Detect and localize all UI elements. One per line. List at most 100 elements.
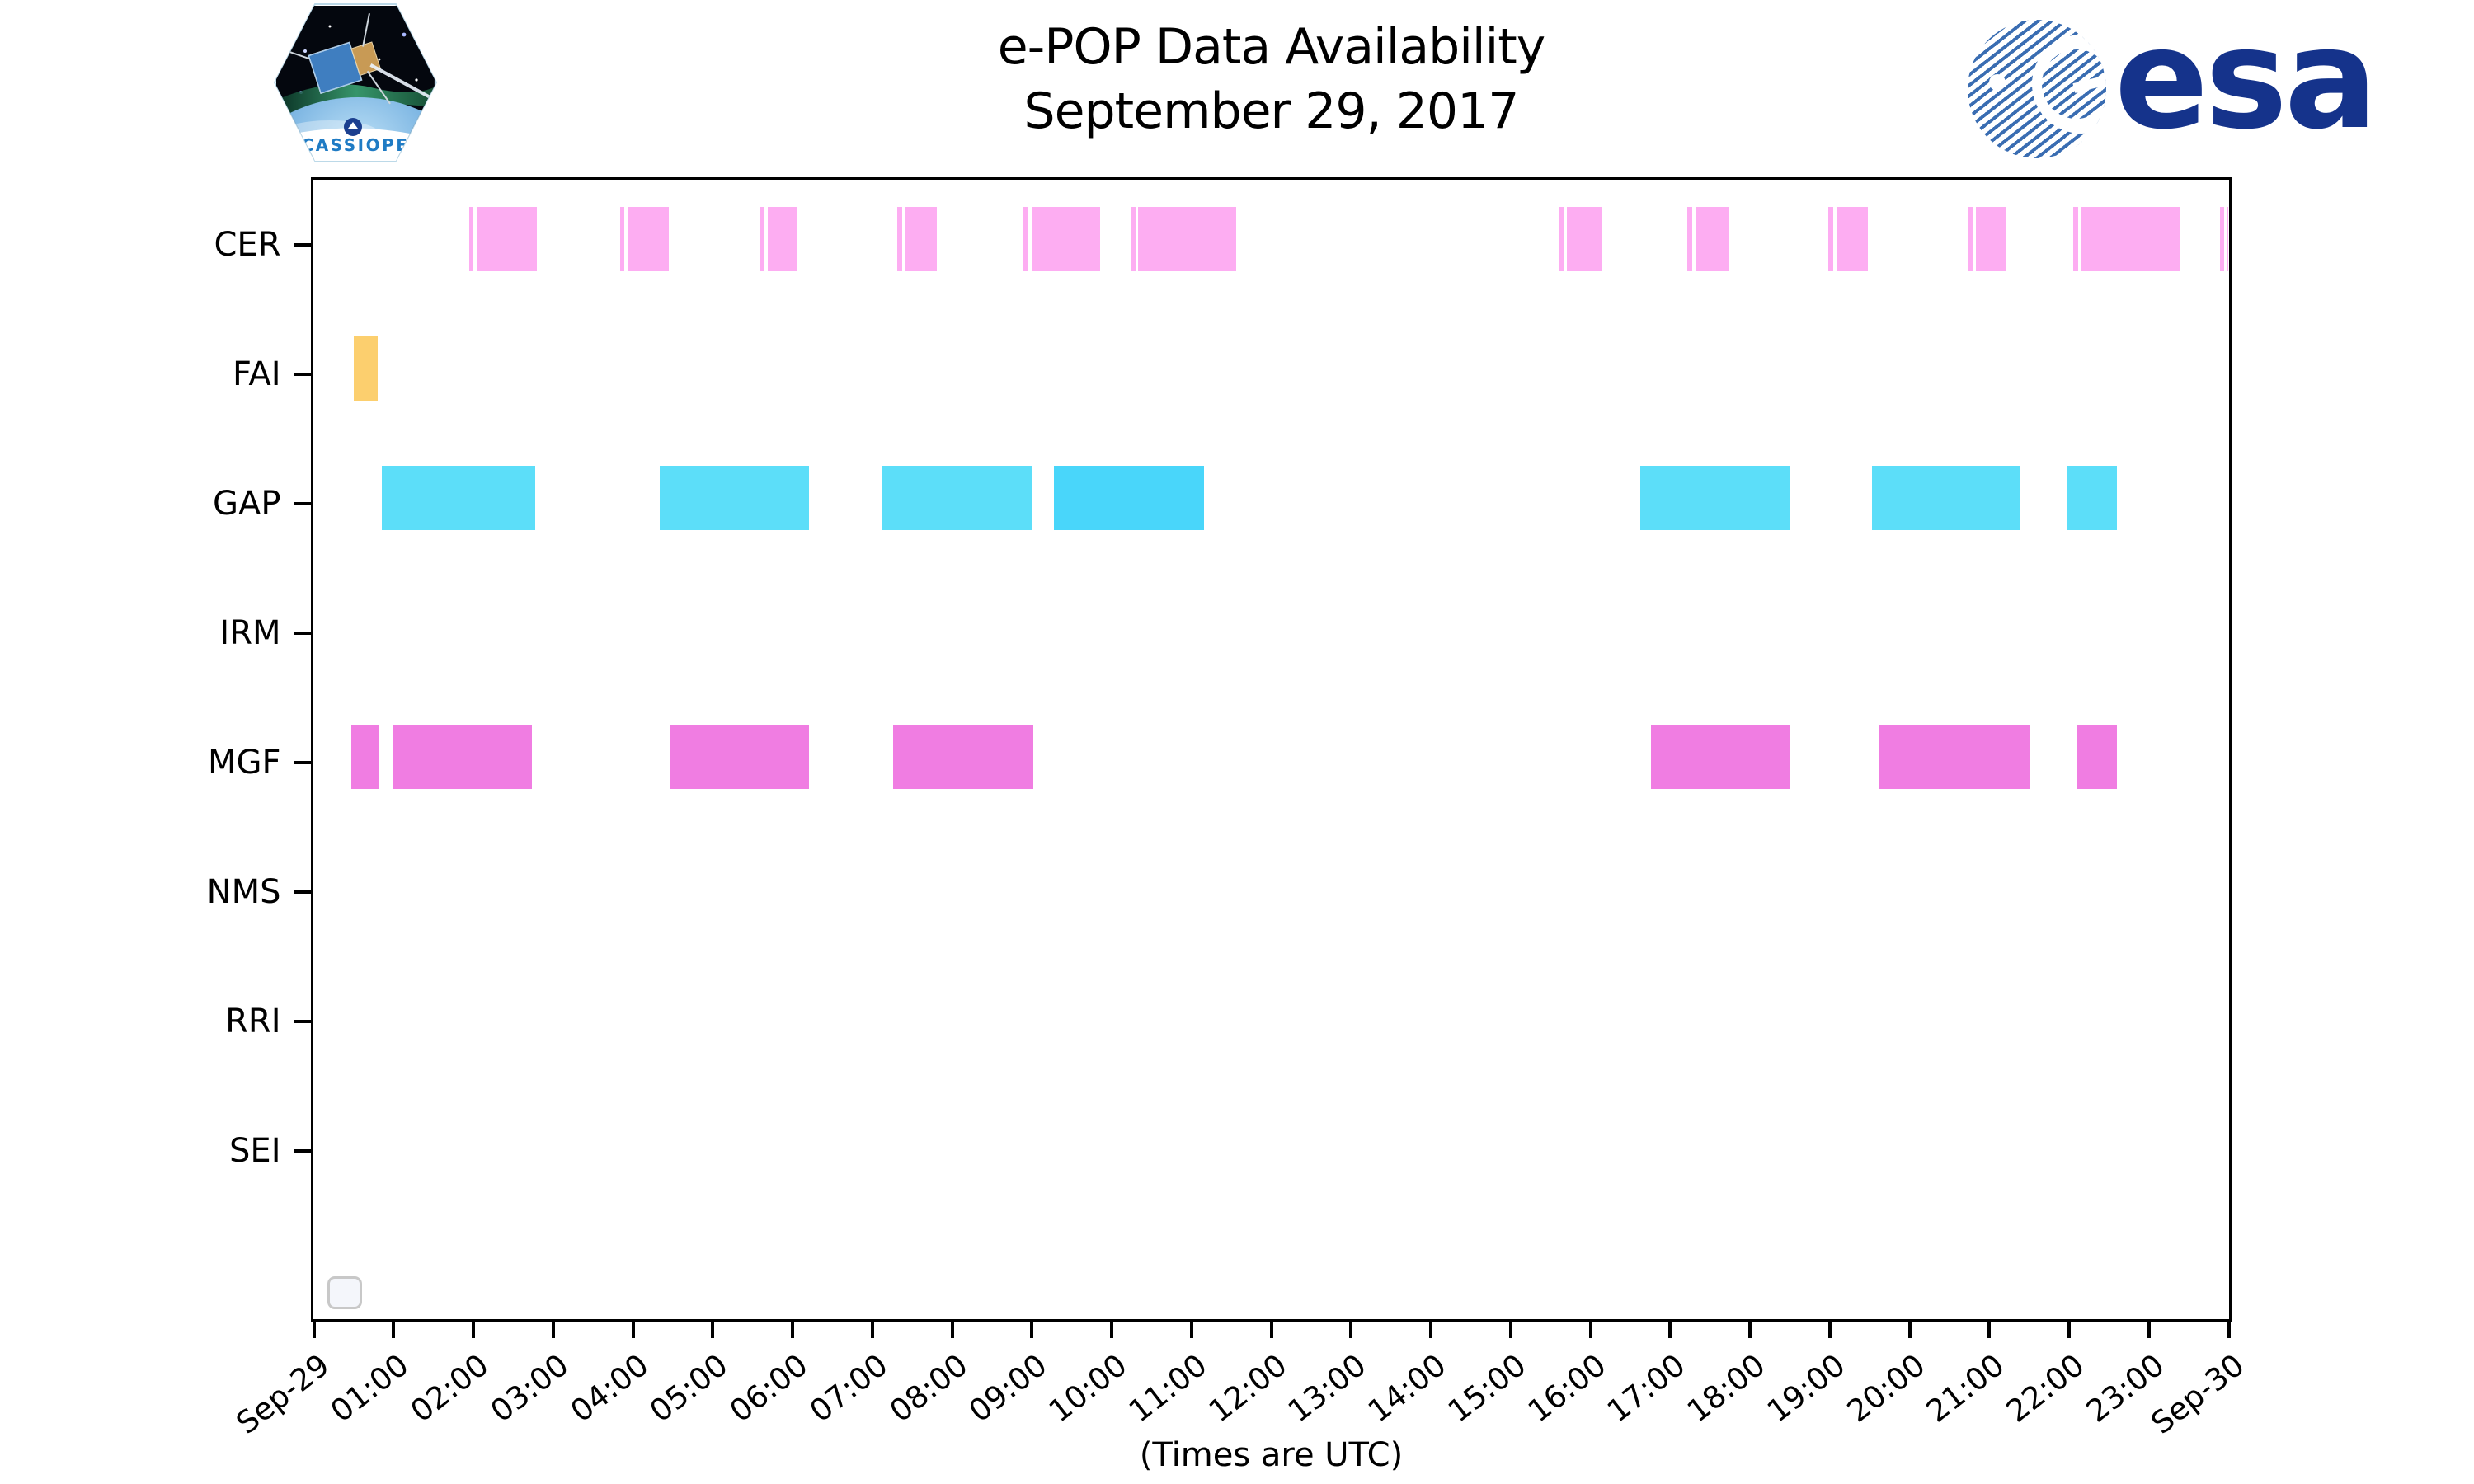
x-tick-19 <box>1827 1321 1832 1338</box>
x-tick-6 <box>791 1321 794 1338</box>
x-tick-17 <box>1668 1321 1672 1338</box>
x-tick-label-10: 10:00 <box>1042 1347 1134 1430</box>
y-tick-irm <box>294 632 311 635</box>
x-tick-0 <box>312 1321 316 1338</box>
x-tick-label-6: 06:00 <box>722 1347 815 1430</box>
y-tick-label-irm: IRM <box>219 614 281 652</box>
x-tick-11 <box>1189 1321 1193 1338</box>
bar-cer-11 <box>1138 206 1237 271</box>
bar-cer-15 <box>1695 206 1730 271</box>
bar-mgf-1 <box>392 724 533 789</box>
y-tick-label-mgf: MGF <box>207 744 281 782</box>
y-tick-label-rri: RRI <box>225 1003 281 1040</box>
bar-mgf-5 <box>1879 724 2031 789</box>
x-tick-label-2: 02:00 <box>403 1347 496 1430</box>
x-tick-8 <box>950 1321 954 1338</box>
x-tick-label-9: 09:00 <box>962 1347 1054 1430</box>
x-tick-label-14: 14:00 <box>1361 1347 1453 1430</box>
bar-cer-0 <box>468 206 474 271</box>
empty-legend-box <box>327 1276 362 1309</box>
esa-globe-dot <box>1989 74 2006 91</box>
bar-cer-22 <box>2220 206 2225 271</box>
bar-cer-16 <box>1828 206 1834 271</box>
x-tick-label-1: 01:00 <box>324 1347 416 1430</box>
bar-cer-12 <box>1559 206 1564 271</box>
y-tick-label-sei: SEI <box>229 1132 281 1170</box>
bar-gap-1 <box>659 465 809 530</box>
x-tick-9 <box>1030 1321 1034 1338</box>
bar-cer-18 <box>1968 206 1973 271</box>
plot-area <box>313 180 2229 1319</box>
chart-title: e-POP Data Availability September 29, 20… <box>311 15 2232 143</box>
x-tick-2 <box>472 1321 475 1338</box>
bar-mgf-3 <box>893 724 1033 789</box>
x-tick-label-4: 04:00 <box>563 1347 655 1430</box>
bar-gap-0 <box>382 465 535 530</box>
x-tick-1 <box>392 1321 396 1338</box>
bar-mgf-6 <box>2077 724 2117 789</box>
x-tick-label-3: 03:00 <box>483 1347 576 1430</box>
y-tick-gap <box>294 502 311 505</box>
esa-globe-icon <box>1968 20 2106 158</box>
bar-mgf-4 <box>1650 724 1790 789</box>
bar-mgf-0 <box>351 724 379 789</box>
cassiope-patch-graphic: CASSIOPE <box>273 3 438 162</box>
x-tick-label-21: 21:00 <box>1920 1347 2011 1430</box>
x-tick-13 <box>1349 1321 1353 1338</box>
bar-cer-13 <box>1566 206 1602 271</box>
x-tick-21 <box>1987 1321 1992 1338</box>
bar-cer-17 <box>1836 206 1868 271</box>
bar-cer-14 <box>1687 206 1692 271</box>
x-axis-label: (Times are UTC) <box>1139 1436 1404 1474</box>
x-tick-label-15: 15:00 <box>1441 1347 1533 1430</box>
x-tick-label-16: 16:00 <box>1521 1347 1612 1430</box>
cassiope-mission-patch: CASSIOPE <box>272 2 439 163</box>
x-tick-label-0: Sep-29 <box>228 1347 336 1442</box>
y-tick-label-gap: GAP <box>213 485 281 523</box>
x-tick-10 <box>1110 1321 1113 1338</box>
patch-swoosh <box>275 128 436 161</box>
x-tick-4 <box>631 1321 635 1338</box>
y-tick-sei <box>294 1149 311 1153</box>
bar-gap-4 <box>1639 465 1790 530</box>
x-tick-label-5: 05:00 <box>643 1347 735 1430</box>
bar-gap-3 <box>1053 465 1204 530</box>
x-tick-15 <box>1508 1321 1512 1338</box>
esa-logo: esa <box>1968 0 2378 160</box>
x-tick-label-22: 22:00 <box>1999 1347 2091 1430</box>
bar-cer-2 <box>619 206 625 271</box>
bar-cer-7 <box>905 206 937 271</box>
x-tick-label-20: 20:00 <box>1840 1347 1931 1430</box>
x-tick-20 <box>1907 1321 1912 1338</box>
bar-cer-1 <box>477 206 537 271</box>
x-tick-5 <box>711 1321 715 1338</box>
y-tick-cer <box>294 243 311 247</box>
y-tick-fai <box>294 373 311 376</box>
bar-cer-20 <box>2073 206 2079 271</box>
y-tick-label-cer: CER <box>214 226 281 264</box>
x-tick-16 <box>1588 1321 1592 1338</box>
x-tick-24 <box>2227 1321 2231 1338</box>
bar-cer-3 <box>628 206 669 271</box>
bar-gap-6 <box>2067 465 2117 530</box>
x-tick-label-13: 13:00 <box>1282 1347 1373 1430</box>
chart-title-line2: September 29, 2017 <box>1023 82 1520 140</box>
y-tick-mgf <box>294 761 311 764</box>
x-tick-label-12: 12:00 <box>1202 1347 1293 1430</box>
x-tick-7 <box>870 1321 874 1338</box>
x-tick-label-8: 08:00 <box>882 1347 974 1430</box>
x-tick-label-18: 18:00 <box>1680 1347 1772 1430</box>
x-tick-14 <box>1429 1321 1432 1338</box>
bar-cer-8 <box>1023 206 1028 271</box>
bar-cer-23 <box>2227 206 2229 271</box>
esa-wordmark: esa <box>2114 0 2378 160</box>
availability-chart <box>311 177 2232 1322</box>
y-tick-label-fai: FAI <box>233 355 281 393</box>
y-tick-label-nms: NMS <box>206 873 281 911</box>
chart-title-line1: e-POP Data Availability <box>997 18 1546 76</box>
bar-cer-9 <box>1031 206 1100 271</box>
x-tick-label-17: 17:00 <box>1601 1347 1692 1430</box>
x-tick-12 <box>1269 1321 1273 1338</box>
bar-cer-10 <box>1130 206 1136 271</box>
